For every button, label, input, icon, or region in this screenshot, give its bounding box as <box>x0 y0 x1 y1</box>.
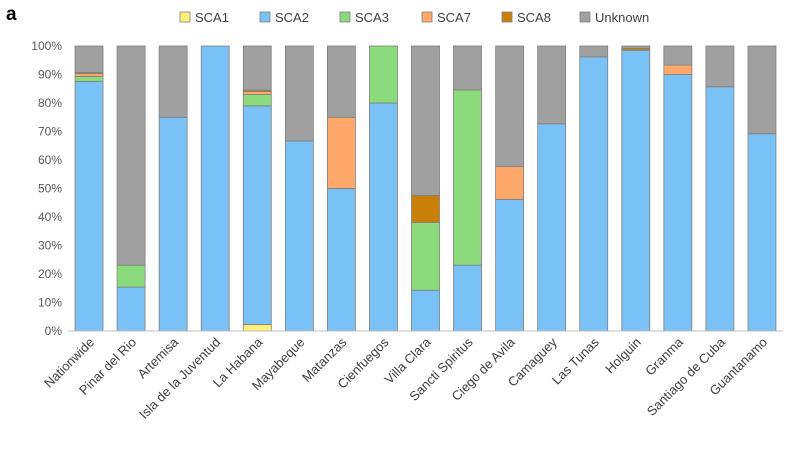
bar-segment-sca2 <box>326 188 356 332</box>
bar-segment-unknown <box>621 45 651 49</box>
bar-segment-sca7 <box>326 116 356 189</box>
bar-segment-sca2 <box>74 80 104 332</box>
bar-segment-unknown <box>453 45 482 91</box>
bar-segment-unknown <box>663 45 693 66</box>
bar-segment-sca2 <box>284 140 314 332</box>
legend-swatch-sca7 <box>421 11 433 23</box>
bar-segment-sca3 <box>116 264 146 288</box>
bar-segment-sca7 <box>495 166 525 200</box>
bar-segment-sca2 <box>411 289 440 332</box>
bar-segment-unknown <box>116 45 146 266</box>
legend-label-unknown: Unknown <box>595 10 649 25</box>
bar-segment-sca3 <box>242 94 272 107</box>
x-category-label: Santiago de Cuba <box>644 334 729 419</box>
bar-segment-sca2 <box>705 86 735 332</box>
bar-segment-sca3 <box>411 222 440 291</box>
bar-segment-unknown <box>284 45 314 142</box>
bar-segment-sca2 <box>200 45 230 332</box>
bar-segment-sca3 <box>74 76 104 82</box>
y-tick-label: 60% <box>38 153 62 167</box>
y-tick-label: 40% <box>38 210 62 224</box>
legend-label-sca8: SCA8 <box>517 10 551 25</box>
bar-segment-unknown <box>326 45 356 118</box>
y-tick-label: 0% <box>45 324 63 338</box>
bar-segment-sca2 <box>158 116 188 332</box>
bar-segment-unknown <box>537 45 567 125</box>
bar-segment-sca7 <box>74 73 104 77</box>
legend-label-sca7: SCA7 <box>437 10 471 25</box>
bar-segment-sca2 <box>537 123 567 332</box>
bar-segment-sca2 <box>747 133 777 332</box>
bar-segment-sca7 <box>663 64 693 75</box>
y-tick-label: 90% <box>38 68 62 82</box>
legend-swatch-sca8 <box>501 11 513 23</box>
bar-segment-sca2 <box>369 102 398 332</box>
bar-segment-sca7 <box>242 91 272 95</box>
x-category-label: Holguin <box>602 335 644 377</box>
bar-segment-unknown <box>579 45 609 58</box>
y-tick-label: 50% <box>38 182 62 196</box>
legend-label-sca2: SCA2 <box>275 10 309 25</box>
panel-label: a <box>6 4 17 25</box>
legend-swatch-sca3 <box>339 11 351 23</box>
bar-segment-sca3 <box>369 45 398 104</box>
y-tick-label: 100% <box>31 39 62 53</box>
bar-segment-unknown <box>242 45 272 91</box>
y-tick-label: 10% <box>38 296 62 310</box>
bar-segment-unknown <box>495 45 525 167</box>
bar-segment-unknown <box>411 45 440 196</box>
bar-segment-sca2 <box>621 49 651 332</box>
legend-swatch-unknown <box>579 11 591 23</box>
bar-segment-sca8 <box>411 194 440 223</box>
bar-segment-unknown <box>158 45 188 118</box>
legend-swatch-sca1 <box>179 11 191 23</box>
legend-swatch-sca2 <box>259 11 271 23</box>
bar-segment-unknown <box>747 45 777 135</box>
legend-label-sca1: SCA1 <box>195 10 229 25</box>
bar-segment-sca2 <box>495 198 525 332</box>
bar-segment-unknown <box>74 45 104 73</box>
bar-segment-sca1 <box>242 324 272 332</box>
y-tick-label: 70% <box>38 125 62 139</box>
y-tick-label: 30% <box>38 239 62 253</box>
bar-segment-sca3 <box>453 89 482 266</box>
bar-segment-sca2 <box>116 286 146 332</box>
bar-segment-sca2 <box>663 74 693 332</box>
bar-segment-sca2 <box>579 56 609 332</box>
legend-label-sca3: SCA3 <box>355 10 389 25</box>
y-tick-label: 80% <box>38 96 62 110</box>
bar-segment-sca2 <box>242 105 272 325</box>
y-tick-label: 20% <box>38 267 62 281</box>
bar-segment-unknown <box>705 45 735 88</box>
bar-segment-sca2 <box>453 264 482 332</box>
